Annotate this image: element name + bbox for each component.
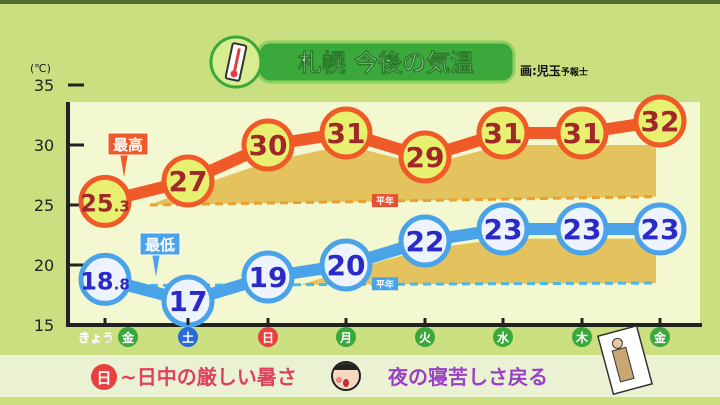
data-point (633, 202, 687, 256)
sleeping-person-icon (596, 324, 654, 396)
normal-label: 平年 (376, 278, 394, 290)
sweating-face-icon (331, 361, 361, 391)
data-label: 30 (249, 129, 288, 162)
data-label: 23 (563, 213, 602, 246)
series-name-pointer (152, 253, 160, 277)
data-point (398, 214, 452, 268)
day-badge (118, 327, 138, 347)
data-point (633, 94, 687, 148)
data-label: 17 (169, 285, 208, 318)
day-label: 日 (262, 331, 274, 345)
data-label: 31 (327, 117, 366, 150)
data-label: 25.3 (80, 189, 130, 217)
y-tick-label: 35 (34, 76, 54, 95)
data-point (78, 174, 132, 228)
data-label: 31 (563, 117, 602, 150)
data-point (241, 250, 295, 304)
caption-badge-text: 日 (96, 369, 111, 387)
y-tick-label: 15 (34, 316, 54, 335)
data-label: 23 (641, 213, 680, 246)
data-label: 29 (406, 141, 445, 174)
day-label: 木 (575, 330, 589, 345)
day-badge (178, 327, 198, 347)
day-label: 水 (497, 330, 510, 345)
data-point (161, 154, 215, 208)
data-label: 31 (484, 117, 523, 150)
data-label: 18.8 (80, 267, 130, 295)
day-label: 金 (121, 330, 135, 345)
y-tick-label: 20 (34, 256, 54, 275)
today-label: きょう (78, 331, 114, 345)
day-badge (572, 327, 592, 347)
data-point (78, 252, 132, 306)
normal-label: 平年 (376, 195, 394, 207)
day-badge (336, 327, 356, 347)
day-badge (415, 327, 435, 347)
data-label: 20 (327, 249, 366, 282)
thermometer-icon (224, 42, 248, 82)
caption-badge (91, 364, 117, 390)
data-label: 19 (249, 261, 288, 294)
series-name: 最高 (113, 136, 143, 154)
data-point (476, 202, 530, 256)
day-badge (258, 327, 278, 347)
series-name-bg (107, 132, 149, 156)
data-point (398, 130, 452, 184)
day-label: 火 (419, 331, 432, 345)
data-label: 32 (641, 105, 680, 138)
credit: 画:児玉予報士 (520, 64, 588, 78)
day-label: 金 (653, 330, 667, 345)
top-border (0, 0, 720, 4)
y-tick-label: 25 (34, 196, 54, 215)
data-label: 22 (406, 225, 445, 258)
series-name-pointer (120, 153, 128, 177)
normal-label-bg (372, 194, 398, 208)
data-point (241, 118, 295, 172)
normal-label-bg (372, 277, 398, 291)
data-point (476, 106, 530, 160)
data-point (555, 106, 609, 160)
data-point (319, 106, 373, 160)
data-point (319, 238, 373, 292)
day-badge (650, 327, 670, 347)
chart-title: 札幌 今後の気温 (297, 49, 474, 77)
day-badge (493, 327, 513, 347)
data-label: 23 (484, 213, 523, 246)
caption-daytime-heat: ~日中の厳しい暑さ (120, 365, 297, 389)
title-banner: 札幌 今後の気温 (209, 35, 516, 89)
unit-label: (℃) (30, 62, 51, 75)
data-point (555, 202, 609, 256)
day-label: 月 (339, 331, 352, 345)
caption-night-discomfort: 夜の寝苦しさ戻る (387, 365, 548, 389)
day-label: 土 (182, 330, 194, 345)
series-name: 最低 (145, 236, 175, 254)
data-label: 27 (169, 165, 208, 198)
y-tick-label: 30 (34, 136, 54, 155)
normal-line-high (149, 195, 657, 207)
series-name-bg (139, 232, 181, 256)
